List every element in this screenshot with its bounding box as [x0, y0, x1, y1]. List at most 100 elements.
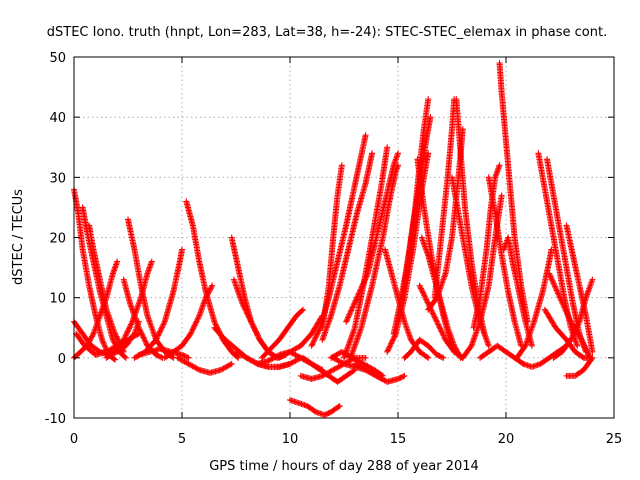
data-point — [112, 356, 119, 363]
data-series — [131, 246, 185, 361]
data-point — [157, 328, 164, 335]
data-point — [187, 330, 194, 337]
data-point — [250, 324, 257, 331]
data-point — [254, 332, 261, 339]
data-point — [114, 334, 121, 341]
data-point — [114, 336, 121, 343]
data-point — [242, 307, 249, 314]
data-point — [180, 352, 187, 359]
data-series — [258, 306, 306, 361]
data-point — [155, 332, 162, 339]
data-point — [102, 343, 109, 350]
data-point — [160, 321, 167, 328]
data-series — [183, 198, 242, 361]
data-point — [122, 354, 129, 361]
data-point — [89, 333, 95, 340]
data-point — [203, 293, 210, 300]
data-series — [401, 336, 447, 361]
data-point — [88, 334, 95, 341]
data-point — [184, 354, 191, 361]
data-point — [243, 309, 250, 316]
data-point — [240, 303, 247, 310]
data-point — [248, 318, 255, 325]
data-series — [496, 60, 531, 325]
data-point — [193, 318, 200, 325]
data-point — [161, 320, 168, 327]
data-point — [100, 340, 107, 347]
data-point — [369, 150, 376, 157]
data-point — [126, 324, 133, 331]
data-point — [250, 322, 257, 329]
data-point — [188, 329, 195, 336]
data-point — [212, 320, 219, 327]
data-series — [299, 354, 358, 385]
data-series — [230, 276, 289, 361]
data-point — [159, 322, 166, 329]
data-series — [71, 258, 121, 361]
data-point — [528, 342, 535, 349]
data-point — [336, 402, 343, 409]
data-series — [125, 216, 177, 361]
data-point — [159, 324, 166, 331]
data-point — [182, 353, 189, 360]
data-point — [181, 353, 188, 360]
data-point — [247, 317, 254, 324]
data-point — [325, 410, 332, 417]
data-series — [161, 282, 216, 361]
data-point — [249, 321, 256, 328]
data-point — [158, 325, 165, 332]
data-point — [156, 329, 163, 336]
data-point — [120, 336, 127, 343]
data-point — [127, 322, 134, 329]
data-point — [202, 294, 209, 301]
data-point — [254, 331, 261, 338]
data-point — [101, 342, 108, 349]
data-point — [190, 323, 197, 330]
data-point — [100, 339, 107, 346]
data-point — [298, 307, 305, 314]
data-series — [276, 312, 326, 361]
data-point — [321, 411, 328, 418]
data-series — [287, 396, 343, 418]
data-point — [206, 287, 213, 294]
data-point — [99, 336, 106, 343]
data-point — [190, 325, 197, 332]
data-point — [153, 335, 160, 342]
data-point — [227, 361, 234, 368]
data-point — [185, 354, 192, 361]
data-point — [189, 326, 196, 333]
data-point — [207, 285, 214, 292]
data-point — [154, 334, 161, 341]
data-point — [139, 333, 146, 340]
data-point — [113, 333, 120, 340]
data-point — [311, 408, 318, 415]
data-points — [71, 60, 596, 418]
data-point — [241, 304, 248, 311]
data-point — [157, 327, 164, 334]
data-point — [188, 327, 195, 334]
data-point — [121, 335, 128, 342]
data-point — [112, 330, 119, 337]
data-point — [335, 403, 342, 410]
data-point — [137, 328, 144, 335]
data-point — [112, 332, 119, 339]
data-point — [255, 334, 262, 341]
data-point — [141, 335, 148, 342]
data-point — [205, 289, 212, 296]
data-point — [244, 310, 251, 317]
data-point — [191, 322, 198, 329]
data-point — [123, 331, 130, 338]
data-point — [135, 324, 142, 331]
data-point — [362, 354, 369, 361]
data-series — [520, 342, 570, 370]
data-point — [322, 411, 329, 418]
data-point — [137, 327, 144, 334]
data-point — [114, 258, 121, 265]
data-point — [124, 329, 131, 336]
data-point — [208, 283, 215, 290]
data-point — [139, 331, 146, 338]
data-point — [155, 353, 162, 360]
data-point — [252, 328, 259, 335]
data-point — [192, 321, 199, 328]
